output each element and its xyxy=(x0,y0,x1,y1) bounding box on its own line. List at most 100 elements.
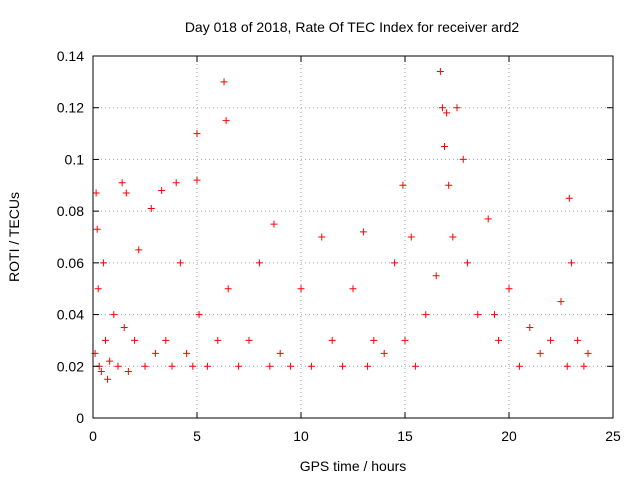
data-point xyxy=(220,78,228,86)
data-point xyxy=(407,233,415,241)
data-point xyxy=(245,336,253,344)
data-point xyxy=(432,272,440,280)
data-point xyxy=(490,311,498,319)
data-point xyxy=(391,259,399,267)
data-point xyxy=(453,104,461,112)
plot-frame xyxy=(92,55,614,419)
data-point xyxy=(276,349,284,357)
data-point xyxy=(176,259,184,267)
x-tick-label: 0 xyxy=(89,428,97,444)
data-point xyxy=(114,362,122,370)
data-point xyxy=(438,104,446,112)
data-point xyxy=(118,179,126,187)
x-tick-label: 10 xyxy=(293,428,309,444)
data-point xyxy=(97,367,105,375)
y-tick-label: 0.1 xyxy=(65,151,85,167)
data-point xyxy=(235,362,243,370)
data-point xyxy=(141,362,149,370)
y-tick-label: 0.08 xyxy=(57,203,84,219)
data-point xyxy=(189,362,197,370)
data-point xyxy=(349,285,357,293)
grid-lines xyxy=(93,56,613,418)
data-point xyxy=(580,362,588,370)
x-tick-label: 20 xyxy=(501,428,517,444)
data-point xyxy=(94,285,102,293)
data-point xyxy=(120,324,128,331)
data-points xyxy=(91,68,592,383)
x-tick-label: 15 xyxy=(397,428,413,444)
data-point xyxy=(441,143,449,150)
x-tick-label: 25 xyxy=(605,428,621,444)
data-point xyxy=(474,311,482,319)
data-point xyxy=(547,336,555,344)
data-point xyxy=(459,155,467,163)
data-point xyxy=(193,176,201,184)
y-axis-label: ROTI / TECUs xyxy=(6,192,22,282)
data-point xyxy=(339,362,347,370)
data-point xyxy=(93,225,101,233)
y-tick-label: 0.02 xyxy=(57,358,84,374)
data-point xyxy=(193,130,201,138)
data-point xyxy=(92,189,100,197)
data-point xyxy=(445,181,453,189)
data-point xyxy=(536,349,544,357)
data-point xyxy=(195,311,203,319)
y-tick-label: 0.12 xyxy=(57,100,84,116)
data-point xyxy=(151,349,159,357)
data-point xyxy=(318,233,326,241)
data-point xyxy=(131,336,139,344)
data-point xyxy=(436,68,444,76)
data-point xyxy=(422,311,430,319)
data-point xyxy=(557,298,565,306)
axis-ticks: 0 0.02 0.04 0.06 0.08 0.1 0.12 0.14 0 5 10 15 20 25 xyxy=(57,48,621,444)
data-point xyxy=(574,336,582,344)
data-point xyxy=(183,349,191,357)
data-point xyxy=(162,336,170,344)
data-point xyxy=(104,375,112,383)
data-point xyxy=(124,367,132,375)
data-point xyxy=(158,186,166,194)
data-point xyxy=(364,362,372,370)
data-point xyxy=(203,362,211,370)
data-point xyxy=(110,311,118,319)
data-point xyxy=(370,336,378,344)
data-point xyxy=(565,194,573,202)
data-point xyxy=(135,246,143,254)
data-point xyxy=(484,215,492,223)
x-axis-label: GPS time / hours xyxy=(300,458,407,474)
data-point xyxy=(214,336,222,344)
data-point xyxy=(505,285,513,293)
data-point xyxy=(399,181,407,189)
x-tick-label: 5 xyxy=(193,428,201,444)
data-point xyxy=(122,189,130,197)
data-point xyxy=(443,109,451,117)
data-point xyxy=(270,220,278,228)
data-point xyxy=(411,362,419,370)
data-point xyxy=(255,259,263,267)
data-point xyxy=(359,228,367,236)
data-point xyxy=(172,179,180,187)
data-point xyxy=(380,349,388,357)
data-point xyxy=(463,259,471,267)
data-point xyxy=(563,362,571,370)
data-point xyxy=(99,259,107,267)
data-point xyxy=(401,336,409,344)
data-point xyxy=(287,362,295,370)
data-point xyxy=(266,362,274,370)
data-point xyxy=(297,285,305,293)
y-tick-label: 0.14 xyxy=(57,48,84,64)
data-point xyxy=(495,336,503,344)
data-point xyxy=(168,362,176,370)
data-point xyxy=(584,349,592,357)
y-tick-label: 0.06 xyxy=(57,255,84,271)
data-point xyxy=(224,285,232,293)
y-tick-label: 0 xyxy=(76,410,84,426)
data-point xyxy=(526,324,534,331)
data-point xyxy=(147,205,155,213)
data-point xyxy=(222,117,230,125)
data-point xyxy=(449,233,457,241)
data-point xyxy=(101,336,109,344)
chart-title: Day 018 of 2018, Rate Of TEC Index for r… xyxy=(185,19,520,35)
data-point xyxy=(307,362,315,370)
